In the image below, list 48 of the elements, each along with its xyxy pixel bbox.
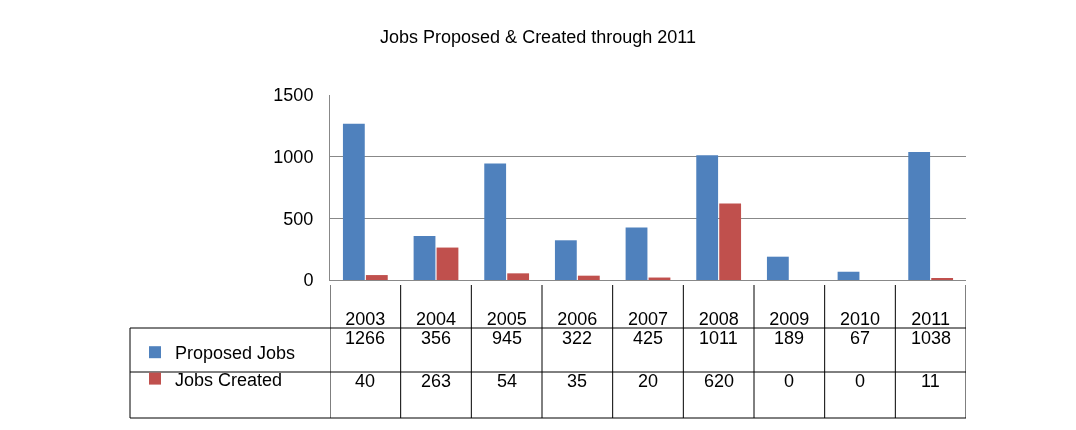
data-label: 20 [638, 371, 659, 391]
data-label: 0 [855, 371, 866, 391]
y-tick-label: 500 [283, 208, 314, 229]
bar [625, 227, 648, 280]
bar [837, 271, 860, 280]
x-tick-label: 2005 [486, 308, 527, 329]
legend-label: Jobs Created [175, 369, 283, 390]
bar [766, 256, 789, 280]
bar [719, 203, 742, 280]
bar [908, 151, 931, 280]
data-label: 356 [421, 328, 452, 348]
bar [342, 123, 365, 280]
bar [696, 155, 719, 280]
y-tick-label: 1000 [273, 146, 314, 167]
bar [484, 163, 507, 280]
data-label: 425 [633, 328, 664, 348]
data-label: 620 [704, 371, 735, 391]
bar [554, 240, 577, 280]
y-tick-label: 0 [303, 270, 314, 291]
bar [436, 247, 459, 280]
data-label: 67 [850, 328, 871, 348]
bar [365, 275, 388, 280]
x-tick-label: 2009 [769, 308, 810, 329]
chart-title: Jobs Proposed & Created through 2011 [380, 26, 696, 47]
data-label: 11 [921, 371, 940, 391]
data-label: 322 [562, 328, 593, 348]
x-tick-label: 2004 [415, 308, 457, 329]
x-tick-label: 2011 [911, 308, 951, 329]
y-tick-label: 1500 [273, 85, 314, 106]
x-tick-label: 2007 [627, 308, 669, 329]
data-label: 1038 [911, 328, 952, 348]
legend-label: Proposed Jobs [175, 343, 296, 364]
x-tick-label: 2010 [839, 308, 881, 329]
x-tick-label: 2006 [557, 308, 598, 329]
x-tick-label: 2003 [345, 308, 386, 329]
data-label: 1266 [345, 328, 386, 348]
data-label: 263 [421, 371, 452, 391]
data-label: 54 [497, 371, 518, 391]
bar [413, 236, 436, 280]
x-tick-label: 2008 [698, 308, 739, 329]
data-label: 189 [774, 328, 805, 348]
bar [507, 273, 530, 280]
data-label: 1011 [699, 328, 738, 348]
data-label: 35 [567, 371, 588, 391]
data-label: 0 [784, 371, 795, 391]
data-label: 945 [492, 328, 523, 348]
bar [577, 275, 600, 280]
data-label: 40 [355, 371, 376, 391]
